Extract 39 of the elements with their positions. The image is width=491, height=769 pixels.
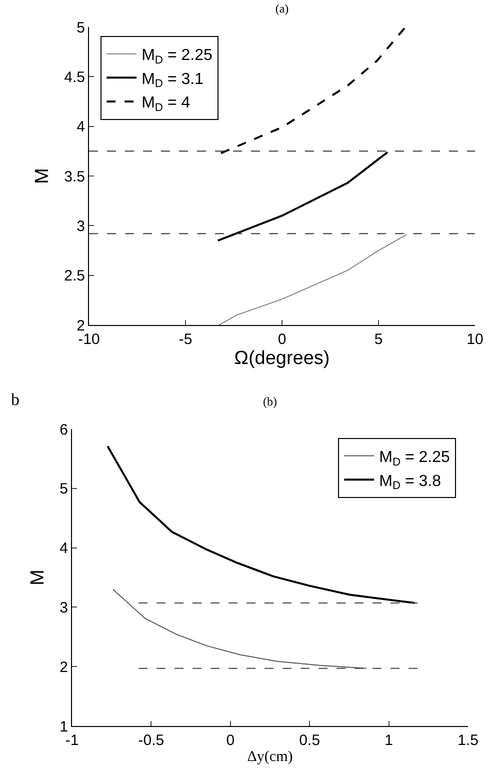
line-series: [220, 27, 407, 154]
legend-label: M$_{D}$ = 2.25: [142, 47, 212, 66]
y-tick-label: 4.5: [64, 68, 85, 86]
y-tick-label: 3.5: [64, 168, 85, 186]
y-tick-label: 3: [60, 599, 68, 616]
x-axis-title: Δy(cm): [247, 749, 293, 765]
y-tick-label: 5: [60, 480, 68, 498]
y-tick-label: 4: [60, 540, 68, 558]
line-series: [216, 151, 389, 242]
y-tick-label: 2: [60, 658, 68, 676]
y-tick-label: 2.5: [64, 268, 85, 285]
y-tick-label: 5: [76, 19, 85, 36]
chart-title: (a): [275, 1, 289, 16]
x-tick-label: 0: [278, 331, 286, 348]
line-series: [112, 588, 368, 669]
x-tick-label: -1: [65, 732, 79, 749]
x-tick-label: 1.5: [458, 732, 478, 749]
x-axis-title: Ω(degrees): [234, 348, 330, 369]
text: b: [11, 390, 20, 409]
legend-label: M$_{D}$ = 4: [142, 94, 190, 114]
x-tick-label: 0.5: [299, 732, 320, 749]
x-tick-label: -0.5: [138, 732, 164, 749]
line-series: [106, 445, 416, 604]
y-tick-label: 4: [76, 118, 85, 136]
chart-title: (b): [263, 394, 277, 408]
line-series: [218, 234, 407, 325]
x-tick-label: -5: [178, 331, 192, 348]
legend-label: M$_{D}$ = 3.8: [379, 472, 442, 492]
x-tick-label: 0: [226, 732, 235, 749]
legend-label: M$_{D}$ = 3.1: [142, 70, 204, 90]
legend-label: M$_{D}$ = 2.25: [379, 449, 450, 468]
x-tick-label: 1: [384, 732, 393, 749]
y-axis-title: M: [28, 570, 49, 586]
x-tick-label: 5: [374, 331, 383, 348]
y-tick-label: 1: [60, 718, 68, 736]
y-tick-label: 3: [76, 218, 85, 235]
y-tick-label: 6: [60, 421, 68, 438]
x-tick-label: 10: [466, 331, 484, 348]
y-axis-title: M: [32, 168, 53, 184]
